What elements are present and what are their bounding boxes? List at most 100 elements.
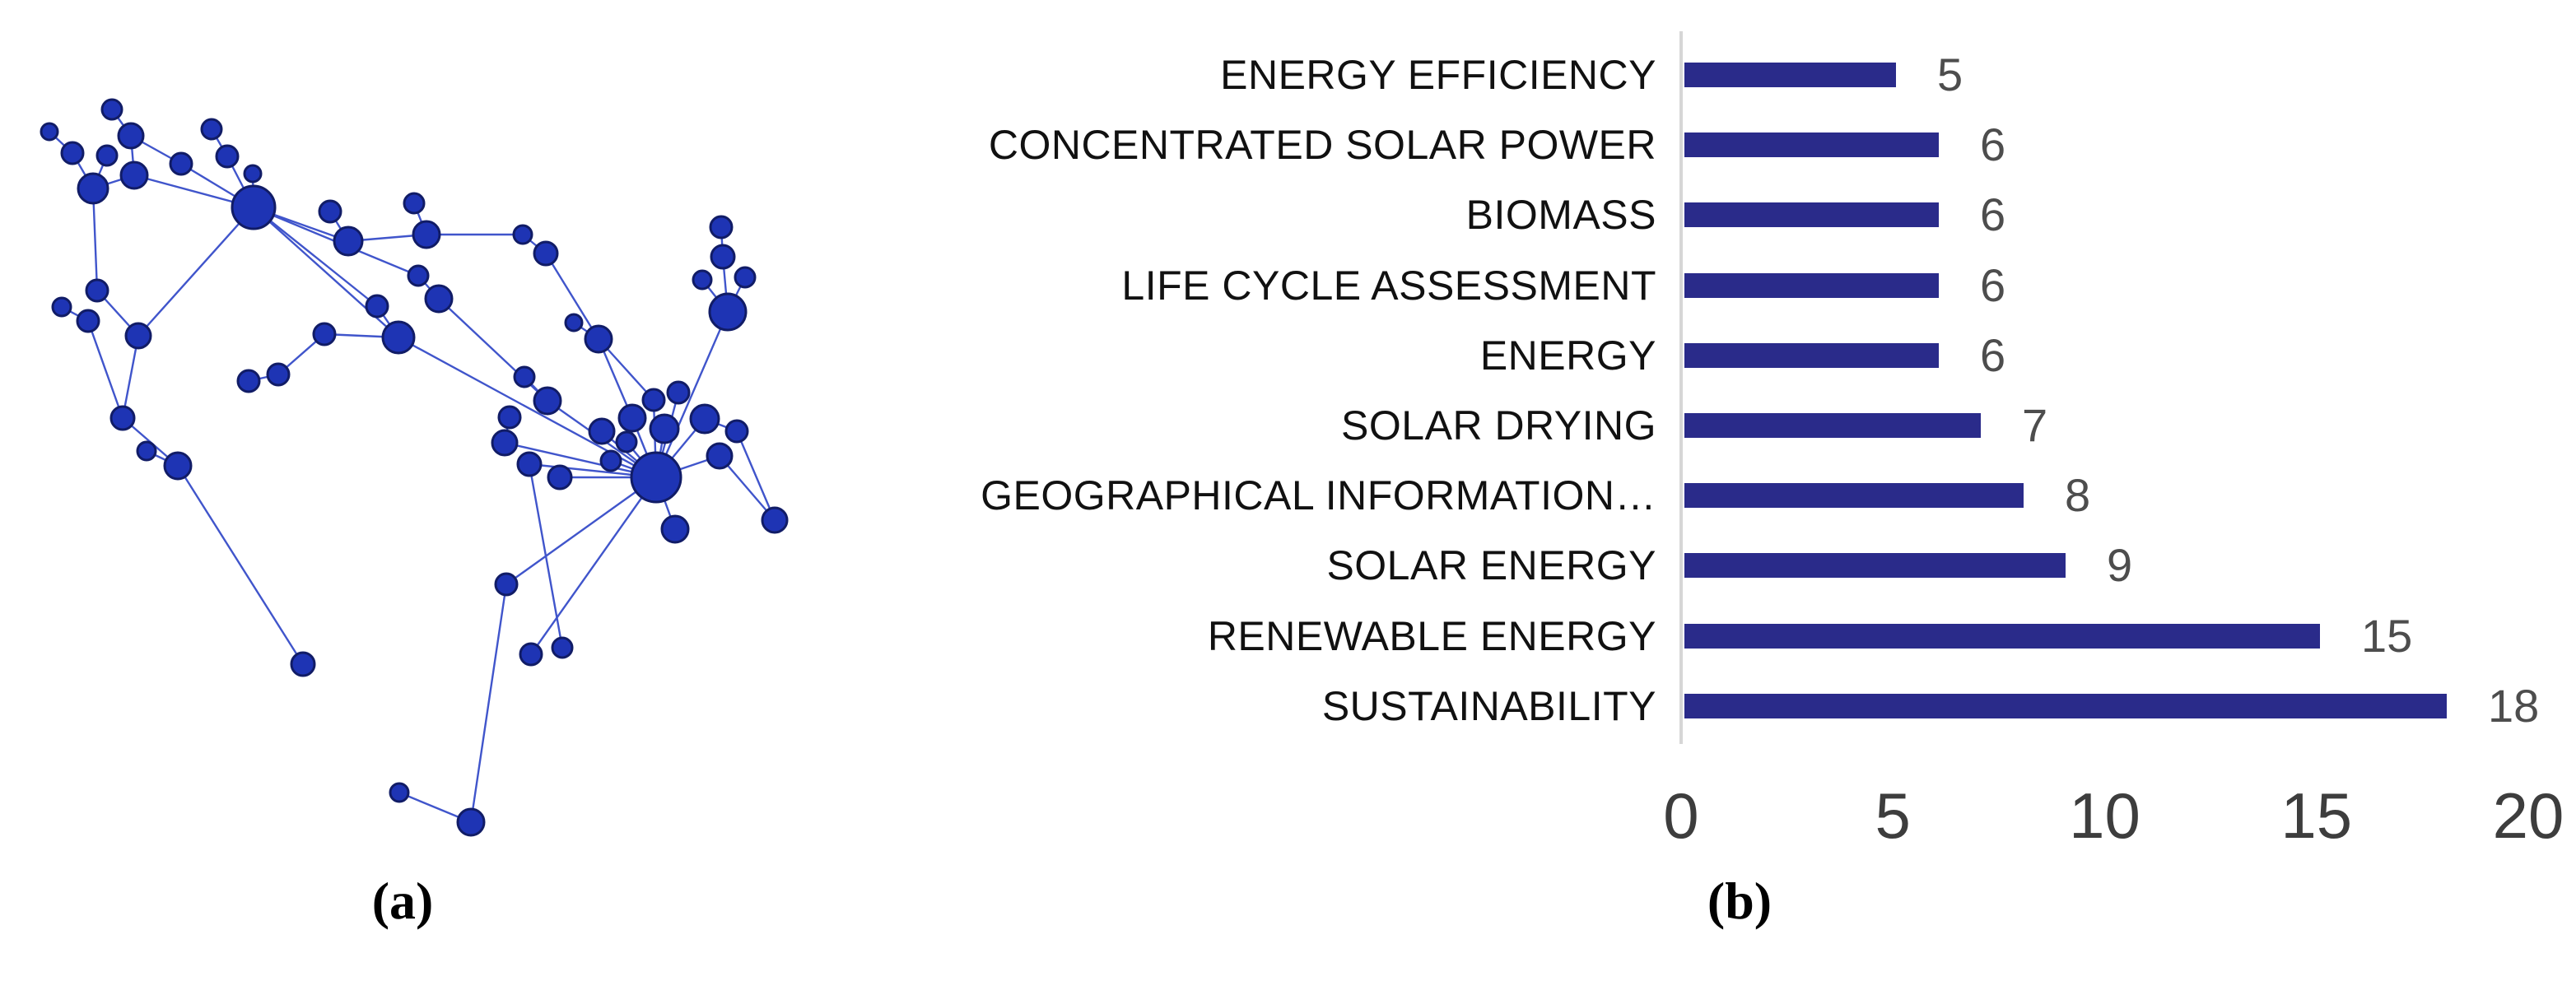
network-node: [403, 192, 426, 215]
network-node: [692, 269, 713, 291]
network-node: [584, 324, 613, 354]
network-node: [533, 386, 562, 416]
value-label: 9: [2107, 539, 2133, 592]
value-label: 6: [1980, 119, 2006, 171]
network-node: [95, 144, 119, 167]
category-label: LIFE CYCLE ASSESSMENT: [1121, 262, 1656, 309]
network-node: [117, 122, 145, 150]
network-node: [615, 430, 638, 453]
network-edge: [505, 477, 657, 585]
network-node: [761, 506, 789, 534]
network-edge: [528, 463, 564, 649]
network-node: [51, 296, 72, 318]
bar: [1684, 202, 1939, 228]
network-node: [497, 405, 522, 430]
category-label: RENEWABLE ENERGY: [1207, 612, 1656, 659]
network-edge: [654, 311, 729, 478]
bar: [1684, 413, 1981, 438]
network-node: [200, 118, 223, 141]
category-label: ENERGY: [1479, 332, 1656, 379]
network-panel: [40, 98, 789, 837]
network-node: [630, 451, 682, 504]
network-node: [100, 98, 123, 121]
network-node: [724, 419, 749, 444]
caption-a: (a): [371, 872, 434, 930]
network-node: [494, 572, 519, 597]
network-node: [266, 362, 291, 387]
network-node: [547, 464, 573, 490]
x-tick-label: 0: [1663, 779, 1699, 852]
value-label: 18: [2488, 679, 2540, 732]
network-node: [666, 380, 691, 405]
category-label: SOLAR ENERGY: [1326, 542, 1656, 589]
category-label: GEOGRAPHICAL INFORMATION…: [981, 472, 1656, 519]
bar: [1684, 693, 2447, 718]
network-node: [109, 405, 136, 431]
network-node: [513, 365, 536, 388]
network-edge: [544, 253, 600, 340]
network-node: [312, 322, 337, 346]
network-node: [512, 224, 533, 245]
network-node: [588, 417, 616, 445]
bar: [1684, 553, 2066, 579]
bar: [1684, 342, 1939, 368]
bar: [1684, 133, 1939, 158]
network-node: [236, 369, 261, 393]
network-node: [456, 807, 486, 837]
network-node: [516, 451, 543, 477]
network-node: [381, 320, 416, 355]
value-label: 6: [1980, 328, 2006, 381]
network-node: [169, 151, 193, 176]
network-node: [85, 278, 109, 303]
bar: [1684, 63, 1896, 87]
network-edge: [469, 583, 508, 823]
network-node: [708, 292, 748, 332]
network-node: [599, 449, 622, 472]
category-label: SOLAR DRYING: [1341, 402, 1656, 449]
network-edge: [91, 188, 99, 291]
network-node: [318, 199, 342, 224]
network-node: [519, 642, 543, 667]
network-node: [533, 240, 559, 267]
y-axis-line: [1679, 31, 1683, 744]
network-node: [734, 266, 757, 289]
network-node: [412, 220, 441, 249]
x-tick-label: 5: [1875, 779, 1911, 852]
network-edge: [137, 207, 254, 337]
x-tick-label: 10: [2069, 779, 2140, 852]
network-node: [76, 309, 100, 333]
category-label: SUSTAINABILITY: [1321, 682, 1656, 729]
network-node: [407, 264, 430, 287]
network-node: [641, 388, 666, 412]
value-label: 15: [2361, 609, 2413, 662]
network-node: [551, 636, 574, 659]
network-edge: [735, 430, 776, 521]
network-node: [290, 651, 316, 677]
network-node: [136, 440, 157, 462]
network-edge: [86, 320, 124, 419]
network-node: [119, 160, 149, 190]
network-node: [660, 514, 690, 544]
network-node: [706, 442, 734, 470]
network-node: [243, 164, 263, 184]
bar: [1684, 272, 1939, 298]
x-tick-label: 15: [2280, 779, 2353, 852]
network-edge: [530, 477, 657, 655]
network-node: [709, 215, 734, 239]
network-node: [689, 403, 720, 435]
network-node: [424, 284, 454, 314]
network-node: [564, 313, 584, 332]
network-node: [77, 172, 109, 205]
value-label: 7: [2022, 399, 2048, 451]
value-label: 6: [1980, 258, 2006, 311]
x-tick-label: 20: [2492, 779, 2564, 852]
network-node: [124, 322, 152, 350]
network-node: [617, 403, 647, 433]
value-label: 8: [2065, 469, 2091, 522]
network-node: [649, 413, 680, 444]
network-node: [163, 451, 193, 481]
category-label: CONCENTRATED SOLAR POWER: [988, 122, 1656, 169]
network-edge: [176, 465, 305, 665]
network-node: [491, 429, 519, 457]
